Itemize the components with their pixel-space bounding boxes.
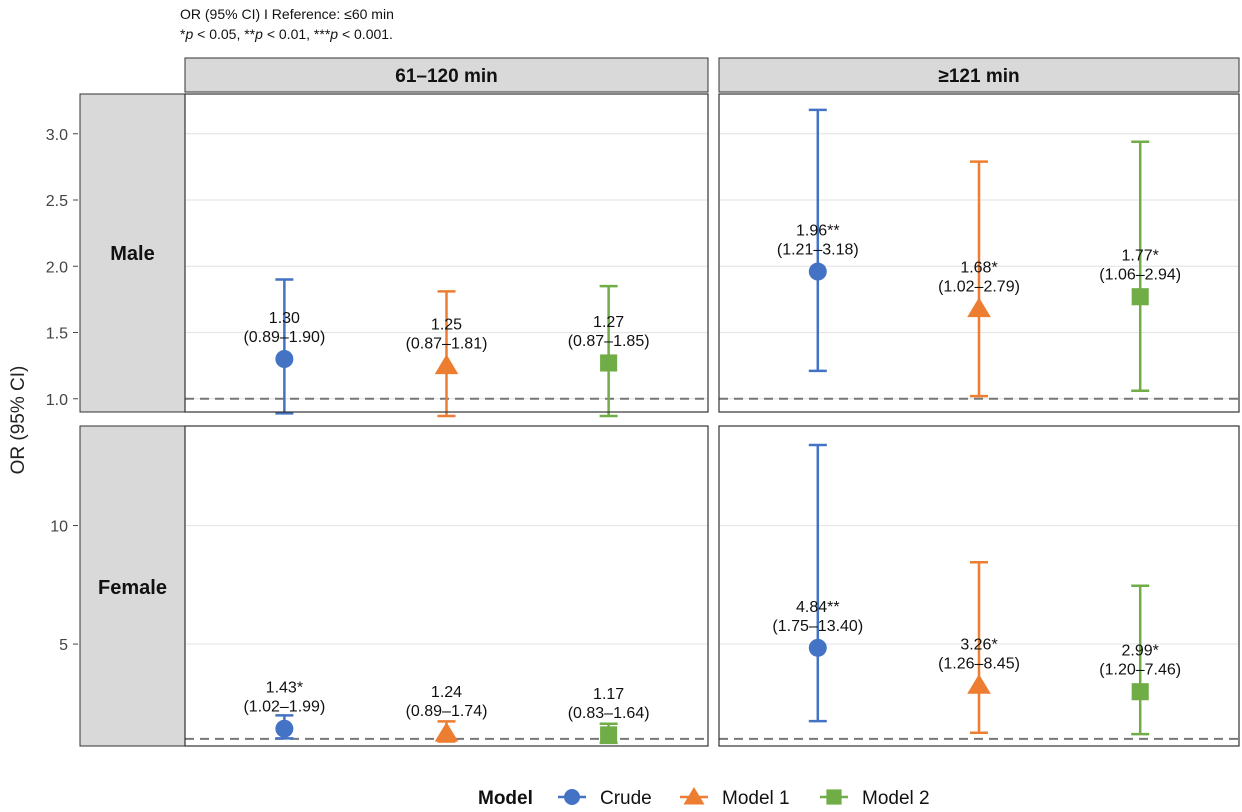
point-label-or: 2.99* xyxy=(1122,643,1159,660)
note-part: p xyxy=(255,26,263,42)
legend-key-marker xyxy=(826,789,842,805)
facet-strip-row-label: Female xyxy=(98,577,167,599)
point-marker xyxy=(808,638,827,657)
panel: 1.43* (1.02–1.99) 1.24 (0.89–1.74) 1.17 (0.83… xyxy=(184,425,709,747)
panel-border xyxy=(184,93,709,413)
point-marker xyxy=(275,719,294,738)
point-marker xyxy=(1131,683,1149,701)
point-label-ci: (1.02–2.79) xyxy=(938,279,1020,296)
note-part: < 0.05, ** xyxy=(193,26,256,42)
y-tick-label: 2.0 xyxy=(46,259,68,276)
point-label-or: 1.96** xyxy=(796,223,840,240)
point-label-ci: (0.87–1.85) xyxy=(568,333,650,350)
y-axis-label: OR (95% CI) xyxy=(8,366,29,475)
point-label-or: 1.17 xyxy=(593,686,624,703)
point-label-or: 1.68* xyxy=(960,260,997,277)
note-part: * xyxy=(180,26,186,42)
point-marker xyxy=(434,721,459,742)
point-label-or: 1.24 xyxy=(431,684,462,701)
panel: 1.96** (1.21–3.18) 1.68* (1.02–2.79) 1.77* (1… xyxy=(718,93,1240,413)
point-label-ci: (1.21–3.18) xyxy=(777,242,859,259)
legend-key-marker xyxy=(564,789,580,805)
point-marker xyxy=(967,297,991,318)
facet-strip-column-label: ≥121 min xyxy=(938,66,1019,87)
panel: 1.30 (0.89–1.90) 1.25 (0.87–1.81) 1.27 (0.87–… xyxy=(184,93,709,418)
legend-item: Model 1 xyxy=(680,787,790,809)
point-label-or: 1.25 xyxy=(431,317,462,334)
panel-background xyxy=(185,426,708,746)
legend-item: Crude xyxy=(558,788,652,809)
point-label-ci: (0.83–1.64) xyxy=(568,705,650,722)
point-label-ci: (1.20–7.46) xyxy=(1099,662,1181,679)
point-marker xyxy=(808,262,827,281)
y-tick-label: 5 xyxy=(59,637,68,654)
point-label-ci: (1.75–13.40) xyxy=(772,618,863,635)
note-part: < 0.001. xyxy=(338,26,393,42)
point-label-or: 3.26* xyxy=(960,636,997,653)
point-marker xyxy=(600,726,618,744)
note-part: p xyxy=(330,26,339,42)
legend-item: Model 2 xyxy=(820,788,930,809)
point-marker xyxy=(1131,288,1149,306)
panel-border xyxy=(184,425,709,747)
point-marker xyxy=(434,354,459,375)
panel-border xyxy=(718,425,1240,747)
y-tick-label: 10 xyxy=(50,519,68,536)
point-marker xyxy=(600,354,618,372)
legend-title: Model xyxy=(478,788,533,809)
point-label-ci: (1.02–1.99) xyxy=(243,699,325,716)
point-marker xyxy=(967,674,991,694)
y-tick-label: 3.0 xyxy=(46,127,68,144)
y-tick-label: 1.0 xyxy=(46,392,68,409)
chart-note-significance: *p < 0.05, **p < 0.01, ***p < 0.001. xyxy=(180,26,393,42)
y-tick-label: 2.5 xyxy=(46,193,68,210)
facet-strip-column xyxy=(718,57,1240,93)
point-label-or: 1.27 xyxy=(593,314,624,331)
note-part: < 0.01, *** xyxy=(262,26,331,42)
facet-strip-column-label: 61–120 min xyxy=(395,66,497,87)
point-label-ci: (1.26–8.45) xyxy=(938,655,1020,672)
point-label-ci: (0.89–1.74) xyxy=(406,703,488,720)
point-label-or: 4.84** xyxy=(796,599,840,616)
point-label-or: 1.77* xyxy=(1122,248,1159,265)
legend-label: Model 1 xyxy=(722,788,790,809)
note-part: p xyxy=(185,26,194,42)
point-label-or: 1.30 xyxy=(269,310,300,327)
legend-label: Model 2 xyxy=(862,788,930,809)
point-label-ci: (0.87–1.81) xyxy=(406,336,488,353)
panel-border xyxy=(718,93,1240,413)
y-tick-label: 1.5 xyxy=(46,326,68,343)
facet-strip-row xyxy=(79,93,186,413)
legend: Model Crude Model 1 Model 2 xyxy=(478,787,930,809)
point-label-ci: (1.06–2.94) xyxy=(1099,267,1181,284)
facet-strip-column xyxy=(184,57,709,93)
chart-note-reference: OR (95% CI) I Reference: ≤60 min xyxy=(180,6,394,22)
point-marker xyxy=(275,350,294,368)
point-label-ci: (0.89–1.90) xyxy=(243,329,325,346)
panel: 4.84** (1.75–13.40) 3.26* (1.26–8.45) 2.99* (… xyxy=(718,425,1240,747)
point-label-or: 1.43* xyxy=(266,680,303,697)
facet-strip-row-label: Male xyxy=(110,243,154,265)
legend-label: Crude xyxy=(600,788,652,809)
legend-key-marker xyxy=(683,787,705,805)
